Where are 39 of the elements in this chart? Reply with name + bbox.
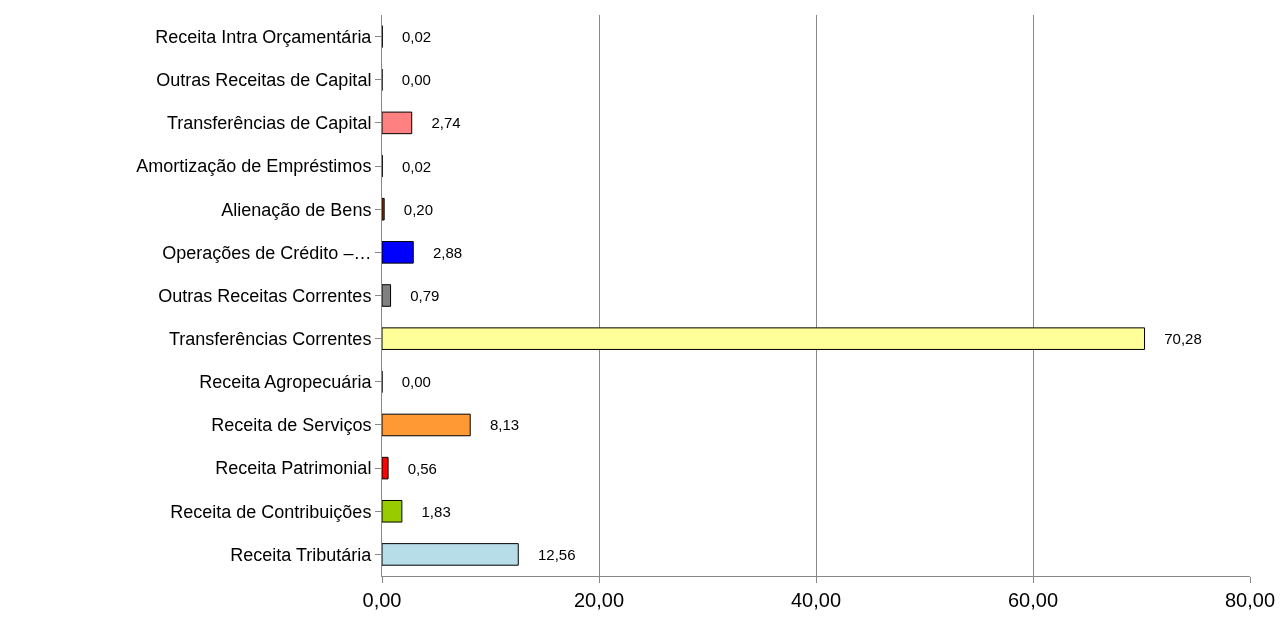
data-label: 0,56 <box>391 459 437 477</box>
x-tick-label: 40,00 <box>790 589 842 611</box>
x-tick-label: 20,00 <box>573 589 625 611</box>
bar <box>382 241 414 264</box>
y-tick-label: Outras Receitas Correntes <box>158 285 372 306</box>
data-label: 70,28 <box>1147 330 1202 348</box>
bar <box>382 327 1146 350</box>
data-label: 12,56 <box>521 545 576 563</box>
bar <box>382 543 519 566</box>
y-tick-label: Transferências de Capital <box>166 113 372 134</box>
y-tick-label: Operações de Crédito –… <box>162 242 372 263</box>
y-tick-label: Receita Agropecuária <box>199 372 373 393</box>
data-label: 0,00 <box>385 71 431 89</box>
data-label: 2,74 <box>414 114 461 132</box>
y-tick-label: Receita de Contribuições <box>170 501 372 522</box>
data-label: 1,83 <box>404 502 451 520</box>
bar <box>382 456 389 480</box>
bar <box>382 197 385 221</box>
y-tick-label: Alienação de Bens <box>221 199 372 220</box>
bar <box>382 111 413 135</box>
data-label: 2,88 <box>416 243 463 261</box>
y-tick-label: Receita Intra Orçamentária <box>155 26 373 47</box>
x-tick-label: 80,00 <box>1224 589 1276 611</box>
data-label: 8,13 <box>473 416 520 434</box>
y-tick-label: Receita Patrimonial <box>215 458 372 479</box>
y-tick-label: Amortização de Empréstimos <box>136 156 372 177</box>
y-tick-label: Transferências Correntes <box>168 328 372 349</box>
y-tick-label: Receita Tributária <box>230 544 373 565</box>
y-tick-label: Outras Receitas de Capital <box>156 70 372 91</box>
data-label: 0,02 <box>385 28 432 46</box>
bar <box>382 499 403 523</box>
x-tick-label: 60,00 <box>1007 589 1059 611</box>
data-label: 0,00 <box>385 373 431 391</box>
bar <box>382 413 471 437</box>
data-label: 0,20 <box>387 200 434 218</box>
data-label: 0,02 <box>385 157 432 175</box>
data-label: 0,79 <box>393 287 440 304</box>
x-tick-label: 0,00 <box>362 589 402 611</box>
y-tick-label: Receita de Serviços <box>211 415 372 436</box>
